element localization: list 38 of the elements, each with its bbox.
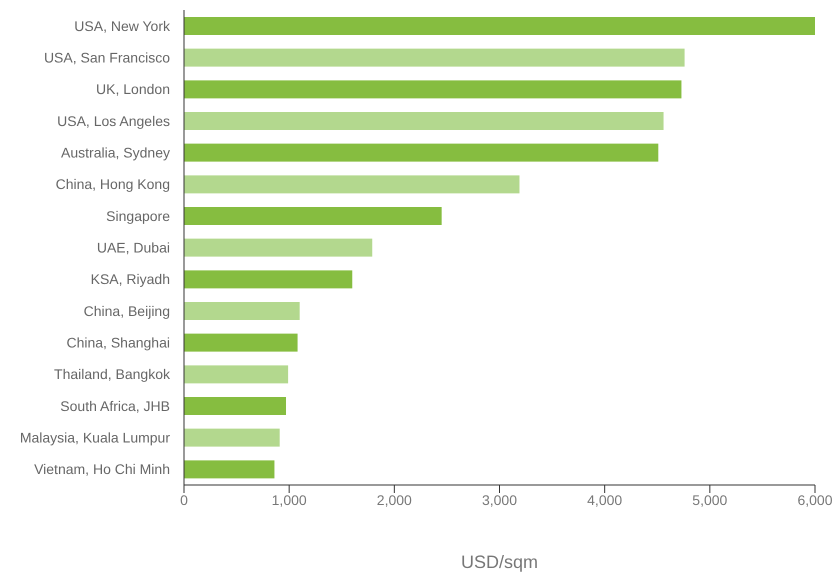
y-tick-label: USA, Los Angeles [57, 112, 170, 129]
bar [184, 365, 288, 384]
y-tick-label: China, Hong Kong [56, 176, 170, 192]
y-tick-label: Australia, Sydney [61, 144, 170, 160]
y-tick-label: USA, San Francisco [44, 49, 170, 66]
x-tick-label: 2,000 [376, 492, 412, 508]
x-tick-label: 5,000 [692, 492, 728, 508]
bar [184, 17, 815, 35]
bar [184, 428, 280, 447]
x-tick-label: 1,000 [272, 492, 307, 508]
bar [184, 80, 682, 98]
y-tick-label: Malaysia, Kuala Lumpur [20, 429, 170, 446]
x-tick-label: 4,000 [587, 492, 622, 508]
x-axis-title: USD/sqm [460, 552, 538, 572]
y-tick-label: South Africa, JHB [60, 398, 170, 414]
y-tick-label: KSA, Riyadh [90, 271, 170, 288]
y-tick-label: Vietnam, Ho Chi Minh [34, 461, 170, 478]
y-tick-label: China, Shanghai [66, 334, 170, 350]
y-tick-label: USA, New York [74, 18, 171, 34]
y-tick-label: Singapore [106, 208, 170, 224]
bar [184, 175, 520, 194]
x-tick-label: 3,000 [482, 492, 518, 508]
bar [184, 460, 274, 478]
bar [184, 207, 442, 225]
y-tick-label: UAE, Dubai [96, 239, 170, 256]
bar [184, 144, 658, 162]
x-tick-label: 0 [180, 492, 188, 508]
y-tick-label: Thailand, Bangkok [54, 366, 171, 382]
bar [184, 334, 298, 352]
y-tick-label: China, Beijing [84, 302, 170, 319]
bar [184, 302, 300, 320]
y-tick-label: UK, London [96, 81, 170, 98]
bar [184, 48, 685, 67]
x-tick-label: 6,000 [797, 492, 833, 508]
bar [184, 397, 286, 415]
bar [184, 238, 372, 257]
bar [184, 270, 352, 288]
bar [184, 112, 664, 130]
